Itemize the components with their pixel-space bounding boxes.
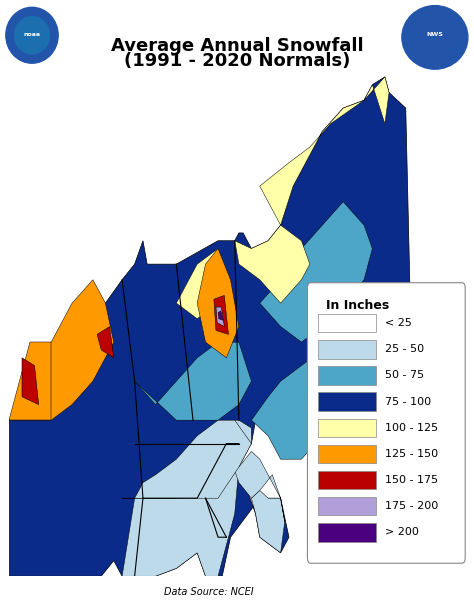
Bar	[318, 445, 376, 463]
Polygon shape	[9, 77, 410, 576]
Text: < 25: < 25	[385, 318, 411, 328]
Text: 50 - 75: 50 - 75	[385, 370, 424, 381]
Bar	[318, 392, 376, 411]
FancyBboxPatch shape	[308, 283, 465, 563]
Polygon shape	[260, 202, 373, 342]
Polygon shape	[9, 342, 51, 420]
Polygon shape	[122, 420, 251, 576]
Bar	[318, 314, 376, 332]
Text: 100 - 125: 100 - 125	[385, 423, 438, 433]
Text: noaa: noaa	[24, 32, 40, 37]
Text: Average Annual Snowfall: Average Annual Snowfall	[111, 37, 363, 55]
Text: 25 - 50: 25 - 50	[385, 345, 424, 354]
Text: In Inches: In Inches	[326, 299, 389, 312]
Text: 125 - 150: 125 - 150	[385, 449, 438, 459]
Polygon shape	[251, 490, 285, 553]
Bar	[318, 524, 376, 542]
Text: > 200: > 200	[385, 527, 419, 538]
Circle shape	[15, 17, 49, 54]
Polygon shape	[230, 451, 285, 522]
Text: 1: 1	[343, 311, 349, 321]
Text: 75 - 100: 75 - 100	[385, 397, 431, 406]
Polygon shape	[214, 295, 228, 334]
Bar	[318, 471, 376, 489]
Bar	[318, 340, 376, 359]
Polygon shape	[197, 248, 239, 358]
Polygon shape	[176, 248, 227, 319]
Text: NWS: NWS	[427, 32, 443, 37]
Polygon shape	[251, 311, 406, 459]
Bar	[318, 367, 376, 385]
Polygon shape	[235, 225, 310, 303]
Text: (1991 - 2020 Normals): (1991 - 2020 Normals)	[124, 52, 350, 70]
Polygon shape	[22, 358, 39, 405]
Polygon shape	[122, 420, 251, 498]
Bar	[318, 497, 376, 516]
Text: 175 - 200: 175 - 200	[385, 501, 438, 511]
Polygon shape	[97, 327, 114, 358]
Bar	[318, 419, 376, 437]
Polygon shape	[216, 307, 224, 327]
Polygon shape	[9, 280, 114, 420]
Circle shape	[6, 7, 58, 63]
Polygon shape	[255, 498, 474, 613]
Polygon shape	[260, 77, 389, 225]
Polygon shape	[135, 342, 251, 420]
Text: 150 - 175: 150 - 175	[385, 475, 438, 485]
Text: Data Source: NCEI: Data Source: NCEI	[164, 587, 254, 596]
Circle shape	[402, 6, 468, 69]
Polygon shape	[218, 311, 223, 321]
